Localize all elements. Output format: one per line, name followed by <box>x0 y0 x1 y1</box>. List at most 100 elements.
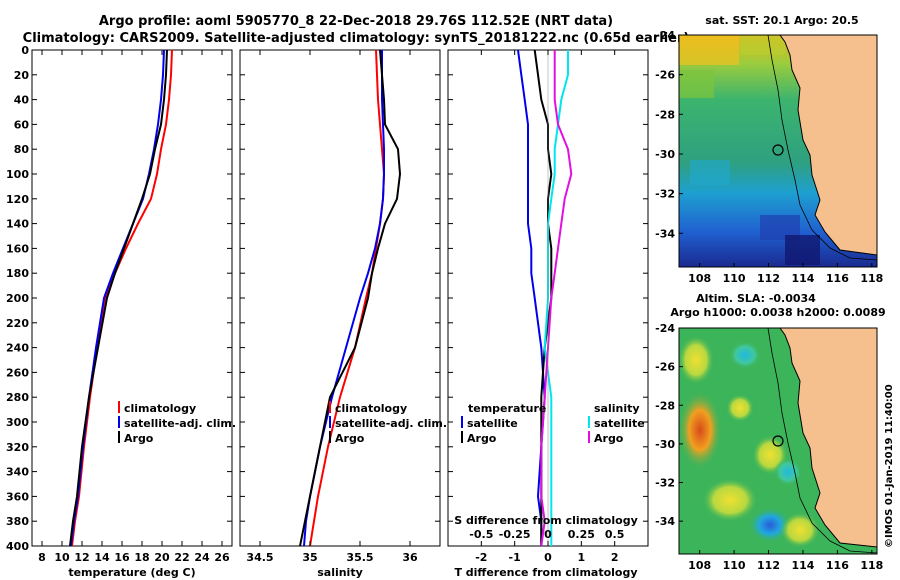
difference-xtick2-label: 0.25 <box>568 528 595 541</box>
depth-tick-label: 340 <box>6 466 29 479</box>
temperature-xtick-label: 22 <box>174 551 189 564</box>
legend-title-temperature: temperature <box>468 402 546 415</box>
map-lat-label: -28 <box>655 108 675 121</box>
sla-map-title: Altim. SLA: -0.0034 <box>696 292 816 305</box>
depth-tick-label: 60 <box>14 118 30 131</box>
legend-label-argo: Argo <box>124 432 154 445</box>
map-lat-label: -26 <box>655 69 675 82</box>
map-lon-label: 108 <box>688 559 711 572</box>
difference-xtick2-label: -0.25 <box>499 528 531 541</box>
temperature-xtick-label: 16 <box>114 551 130 564</box>
map-lat-label: -30 <box>655 148 675 161</box>
series-temperature-satellite <box>517 50 546 546</box>
legend-label-temperature-satellite: satellite <box>467 417 518 430</box>
depth-tick-label: 400 <box>6 540 29 553</box>
temperature-xtick-label: 26 <box>214 551 230 564</box>
depth-tick-label: 40 <box>14 94 30 107</box>
depth-tick-label: 380 <box>6 515 29 528</box>
depth-tick-label: 0 <box>21 44 29 57</box>
temperature-xtick-label: 20 <box>154 551 170 564</box>
depth-tick-label: 140 <box>6 218 29 231</box>
depth-tick-label: 300 <box>6 416 29 429</box>
s-difference-xlabel: S difference from climatology <box>454 514 638 527</box>
temperature-xlabel: temperature (deg C) <box>68 566 195 579</box>
salinity-legend: climatology satellite-adj. clim. Argo <box>329 401 447 445</box>
difference-xtick-label: 1 <box>578 551 586 564</box>
difference-xtick2-label: 0.5 <box>605 528 625 541</box>
temperature-panel: climatology satellite-adj. clim. Argo te… <box>31 49 236 579</box>
difference-xtick-label: -2 <box>475 551 487 564</box>
legend-title-salinity: salinity <box>594 402 640 415</box>
depth-tick-label: 360 <box>6 490 29 503</box>
map-lon-label: 108 <box>688 272 711 285</box>
map-lon-label: 114 <box>791 272 814 285</box>
temperature-xtick-label: 12 <box>74 551 89 564</box>
map-lon-label: 110 <box>723 272 746 285</box>
salinity-xtick-label: 34.5 <box>246 551 273 564</box>
header-subtitle: Climatology: CARS2009. Satellite-adjuste… <box>23 31 690 46</box>
salinity-panel: climatology satellite-adj. clim. Argo sa… <box>239 49 447 579</box>
depth-tick-label: 200 <box>6 292 29 305</box>
temperature-xtick-label: 18 <box>134 551 149 564</box>
depth-tick-label: 80 <box>14 143 30 156</box>
map-lat-label: -32 <box>655 188 675 201</box>
argo-location-marker <box>772 435 784 447</box>
depth-tick-label: 260 <box>6 366 29 379</box>
temperature-xtick-label: 8 <box>38 551 46 564</box>
sst-map: sat. SST: 20.1 Argo: 20.5 108 110 112 114 11… <box>655 14 883 285</box>
map-lat-label: -30 <box>655 438 675 451</box>
depth-tick-label: 220 <box>6 317 29 330</box>
difference-xtick-label: -1 <box>509 551 521 564</box>
map-lon-label: 112 <box>757 559 780 572</box>
map-lat-label: -32 <box>655 477 675 490</box>
difference-panel: temperature satellite Argo salinity sate… <box>447 49 649 579</box>
map-lon-label: 116 <box>826 559 849 572</box>
map-lon-label: 112 <box>757 272 780 285</box>
difference-legend: temperature satellite Argo salinity sate… <box>461 402 645 445</box>
depth-tick-label: 180 <box>6 267 29 280</box>
sla-map-subtitle: Argo h1000: 0.0038 h2000: 0.0089 <box>670 306 885 319</box>
temperature-legend: climatology satellite-adj. clim. Argo <box>118 401 236 445</box>
map-lon-label: 118 <box>860 272 883 285</box>
imos-watermark: ©IMOS 01-Jan-2019 11:40:00 <box>884 384 895 548</box>
difference-xtick-label: 2 <box>611 551 619 564</box>
temperature-xtick-label: 14 <box>94 551 110 564</box>
legend-label-climatology: climatology <box>124 402 196 415</box>
series-argo <box>69 50 168 546</box>
legend-label-salinity-argo: Argo <box>594 432 624 445</box>
depth-axis: 0 20 40 60 80 100 120 140 160 180 200 220 240 260 280 3… <box>6 44 29 553</box>
salinity-xtick-label: 35.5 <box>346 551 373 564</box>
legend-label-satellite-adj-clim: satellite-adj. clim. <box>335 417 447 430</box>
map-lat-label: -24 <box>655 322 675 335</box>
sla-map: Altim. SLA: -0.0034 Argo h1000: 0.0038 h… <box>655 292 886 572</box>
salinity-xtick-label: 36 <box>402 551 418 564</box>
depth-tick-label: 320 <box>6 441 29 454</box>
temperature-xtick-label: 24 <box>194 551 210 564</box>
salinity-xtick-label: 35 <box>302 551 317 564</box>
series-argo <box>299 50 402 546</box>
depth-tick-label: 280 <box>6 391 29 404</box>
legend-label-temperature-argo: Argo <box>467 432 497 445</box>
map-lon-label: 118 <box>860 559 883 572</box>
difference-xtick2-label: 0 <box>544 528 552 541</box>
difference-xtick-label: 0 <box>544 551 552 564</box>
map-lat-label: -24 <box>655 29 675 42</box>
depth-tick-label: 20 <box>14 69 30 82</box>
t-difference-xlabel: T difference from climatology <box>454 566 637 579</box>
argo-location-marker <box>772 144 784 156</box>
map-lat-label: -26 <box>655 361 675 374</box>
series-salinity-argo <box>540 50 573 546</box>
map-lon-label: 114 <box>791 559 814 572</box>
temperature-xtick-label: 10 <box>54 551 70 564</box>
map-lat-label: -34 <box>655 515 675 528</box>
map-lon-label: 116 <box>826 272 849 285</box>
sst-map-title: sat. SST: 20.1 Argo: 20.5 <box>705 14 858 27</box>
depth-tick-label: 120 <box>6 193 29 206</box>
legend-label-satellite-adj-clim: satellite-adj. clim. <box>124 417 236 430</box>
map-lat-label: -28 <box>655 399 675 412</box>
legend-label-climatology: climatology <box>335 402 407 415</box>
depth-tick-label: 160 <box>6 242 29 255</box>
depth-tick-label: 100 <box>6 168 29 181</box>
map-lon-label: 110 <box>723 559 746 572</box>
